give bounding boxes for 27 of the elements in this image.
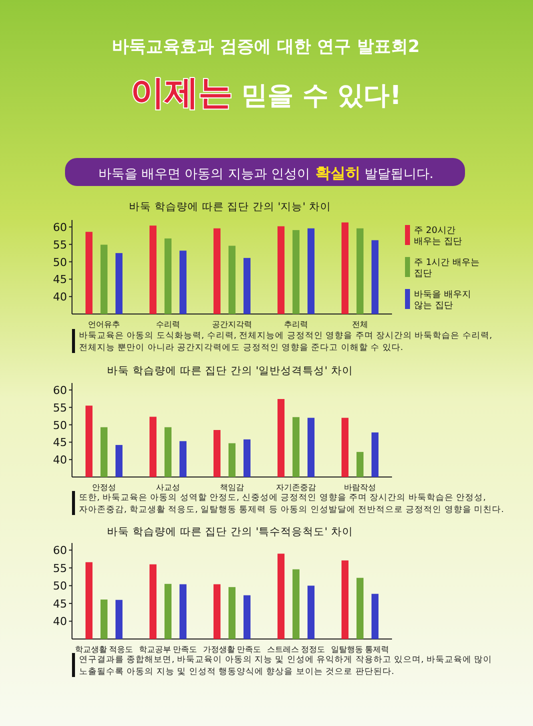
text: 또한, 바둑교육은 아동의 성역할 안정도, 신중성에 긍정적인 영향을 주며 장시간의 바둑학습은 안정성, 자아존중감, 학교생활 적응도, 일탈행동 통제력 등 아동의 인성발달에 전반적으로 긍정적인 영향을 미친다. (79, 493, 504, 515)
y-tick-label: 60 (53, 384, 67, 397)
y-tick-label: 45 (53, 436, 67, 450)
text: 바둑교육은 아동의 도식화능력, 수리력, 전체지능에 긍정적인 영향을 주며 장시간의 바둑학습은 수리력, 전체지능 뿐만이 아니라 공간지각력에도 긍정적인 영향을 준다고 이해할 수 있다. (79, 331, 492, 353)
y-tick-label: 45 (53, 597, 67, 610)
legend-label: 주 1시간 배우는 집단 (414, 258, 480, 279)
text: 연구결과를 종합해보면, 바둑교육이 아동의 지능 및 인성에 유익하게 작용하고 있으며, 바둑교육에 많이 노출될수록 아동의 지능 및 인성적 행동양식에 향상을 보이는 것으로 판단된다. (79, 655, 492, 677)
y-tick-label: 40 (53, 290, 67, 304)
text: 바둑교육효과 검증에 대한 연구 발표회2 (112, 37, 420, 57)
text: 이제는 믿을 수 있다! (130, 73, 402, 113)
y-tick-label: 40 (53, 615, 67, 628)
y-tick-label: 45 (53, 273, 67, 286)
chart-title: 바둑 학습량에 따른 집단 간의 '지능' 차이 (129, 201, 331, 213)
y-tick-label: 40 (53, 454, 67, 467)
legend-label: 바둑을 배우지 않는 집단 (414, 290, 471, 311)
y-tick-label: 50 (53, 418, 67, 432)
legend-label: 주 20시간 배우는 집단 (414, 226, 462, 247)
y-tick-label: 60 (53, 220, 67, 234)
text: 바둑을 배우면 아동의 지능과 인성이 확실히 발달됩니다. (98, 164, 434, 182)
y-tick-label: 60 (53, 544, 67, 558)
y-tick-label: 50 (53, 256, 67, 269)
y-tick-label: 55 (53, 562, 67, 575)
y-tick-label: 55 (53, 401, 67, 414)
y-tick-label: 55 (53, 238, 67, 252)
chart-title: 바둑 학습량에 따른 집단 간의 '일반성격특성' 차이 (107, 365, 353, 377)
chart-title: 바둑 학습량에 따른 집단 간의 '특수적응척도' 차이 (107, 526, 353, 538)
y-tick-label: 50 (53, 580, 67, 593)
